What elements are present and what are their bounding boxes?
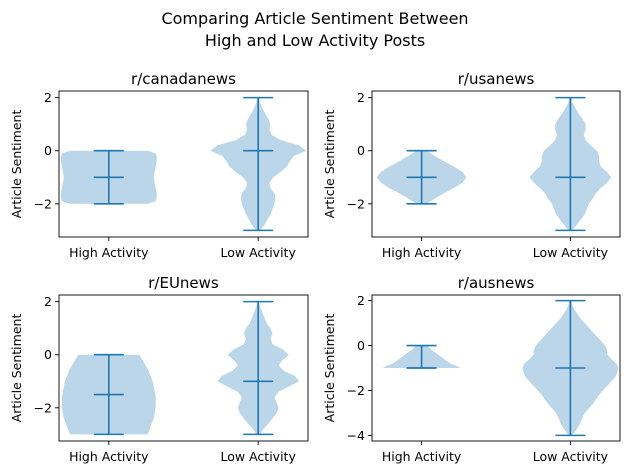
ytick-label-ausnews: 0 xyxy=(357,338,365,353)
xtick-label-eunews: Low Activity xyxy=(221,449,297,464)
axes-frame-usanews xyxy=(371,90,621,238)
axes-frame-eunews xyxy=(58,294,309,442)
ylabel-eunews: Article Sentiment xyxy=(9,314,24,423)
subplot-title-eunews: r/EUnews xyxy=(148,274,219,292)
xtick-label-ausnews: High Activity xyxy=(382,449,462,464)
xtick-label-usanews: High Activity xyxy=(382,245,462,260)
xtick-label-usanews: Low Activity xyxy=(533,245,609,260)
xtick-label-eunews: High Activity xyxy=(69,449,149,464)
ytick-label-eunews: 0 xyxy=(44,347,52,362)
subplot-usanews: r/usanews Article Sentiment −2 0 2 High Activ… xyxy=(322,70,621,260)
ylabel-ausnews: Article Sentiment xyxy=(322,314,337,423)
subplot-ausnews: r/ausnews Article Sentiment −4 −2 0 2 High Act… xyxy=(322,274,621,464)
ytick-label-usanews: 0 xyxy=(357,143,365,158)
figure-title-line-2: High and Low Activity Posts xyxy=(205,31,425,50)
ytick-label-ausnews: −4 xyxy=(347,428,365,443)
ylabel-canadanews: Article Sentiment xyxy=(9,110,24,219)
ylabel-usanews: Article Sentiment xyxy=(322,110,337,219)
xtick-label-canadanews: High Activity xyxy=(69,245,149,260)
subplot-title-canadanews: r/canadanews xyxy=(131,70,236,88)
subplot-title-ausnews: r/ausnews xyxy=(458,274,535,292)
ytick-label-eunews: −2 xyxy=(34,400,52,415)
xtick-label-ausnews: Low Activity xyxy=(533,449,609,464)
ytick-label-eunews: 2 xyxy=(44,294,52,309)
axes-frame-ausnews xyxy=(371,294,621,442)
ytick-label-canadanews: 2 xyxy=(44,90,52,105)
ytick-label-usanews: 2 xyxy=(357,90,365,105)
axes-frame-canadanews xyxy=(58,90,309,238)
subplot-eunews: r/EUnews Article Sentiment −2 0 2 High Activi… xyxy=(9,274,309,464)
xtick-label-canadanews: Low Activity xyxy=(221,245,297,260)
ytick-label-ausnews: −2 xyxy=(347,383,365,398)
ytick-label-canadanews: −2 xyxy=(34,196,52,211)
subplot-canadanews: r/canadanews Article Sentiment −2 0 2 High Ac… xyxy=(9,70,309,260)
ytick-label-usanews: −2 xyxy=(347,196,365,211)
ytick-label-ausnews: 2 xyxy=(357,293,365,308)
ytick-label-canadanews: 0 xyxy=(44,143,52,158)
subplots: r/canadanews Article Sentiment −2 0 2 High Ac… xyxy=(9,70,621,464)
subplot-title-usanews: r/usanews xyxy=(458,70,535,88)
figure-title-line-1: Comparing Article Sentiment Between xyxy=(161,9,468,28)
